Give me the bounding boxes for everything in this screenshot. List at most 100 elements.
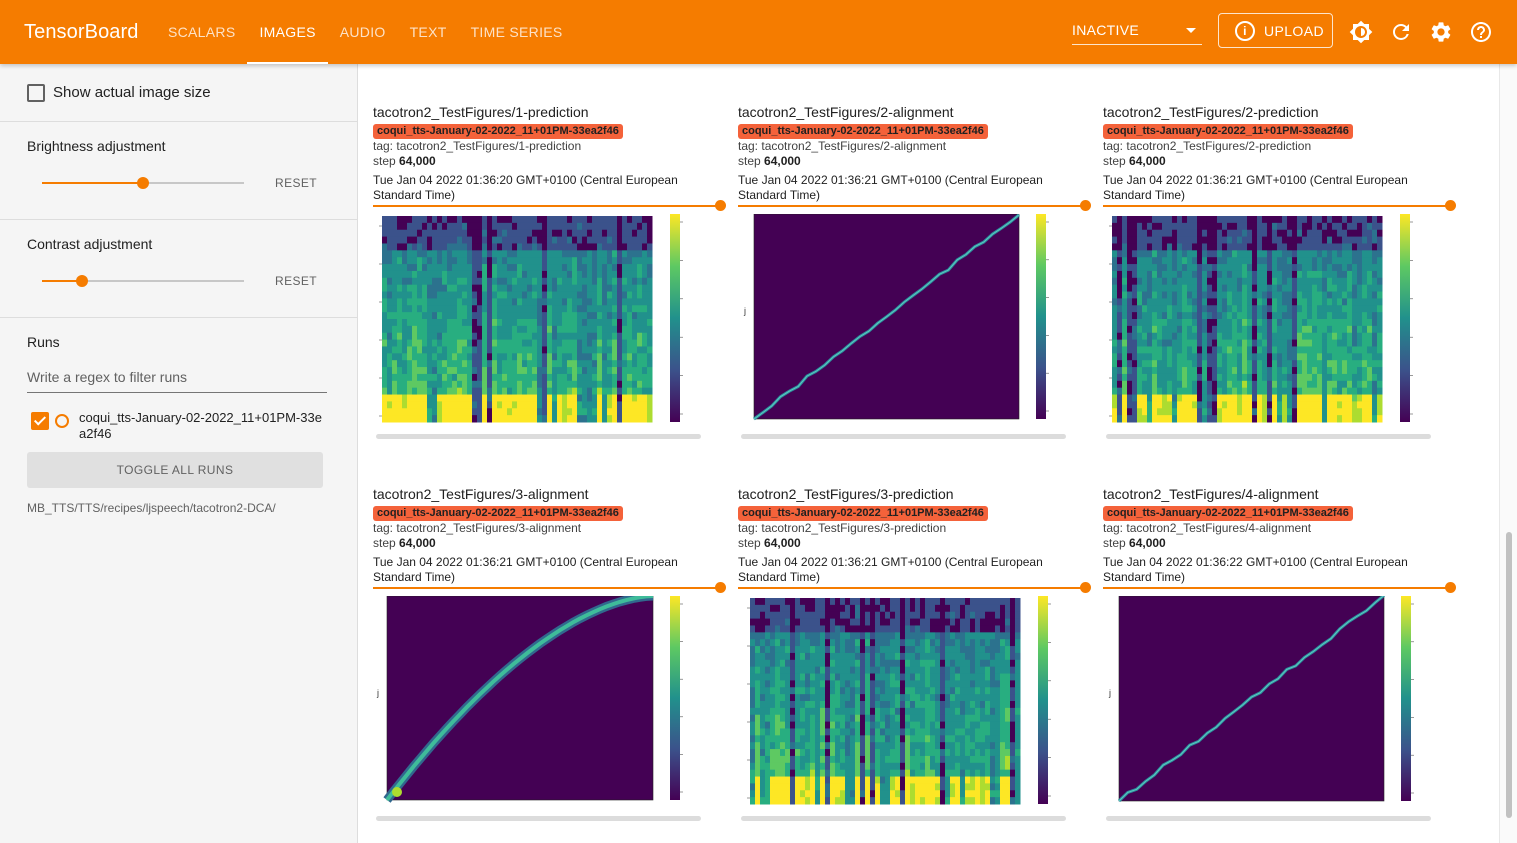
- show-actual-size-checkbox[interactable]: [27, 83, 45, 102]
- figure-image: [1109, 214, 1413, 423]
- brightness-slider-fill: [42, 182, 143, 184]
- runs-filter-input[interactable]: Write a regex to filter runs: [27, 367, 327, 393]
- main-scrollbar-thumb[interactable]: [1506, 532, 1512, 818]
- settings-icon[interactable]: [1429, 20, 1453, 44]
- brightness-slider[interactable]: [42, 177, 244, 189]
- card-timestamp: Tue Jan 04 2022 01:36:20 GMT+0100 (Centr…: [373, 173, 678, 202]
- step-value: 64,000: [399, 154, 436, 168]
- step-value: 64,000: [764, 154, 801, 168]
- card-timestamp: Tue Jan 04 2022 01:36:21 GMT+0100 (Centr…: [373, 555, 678, 584]
- card-title: tacotron2_TestFigures/2-prediction: [1103, 104, 1319, 120]
- brightness-icon[interactable]: [1349, 20, 1373, 44]
- step-slider[interactable]: [738, 200, 1091, 211]
- run-item[interactable]: coqui_tts-January-02-2022_11+01PM-33ea2f…: [27, 410, 330, 444]
- tag-value: tacotron2_TestFigures/4-alignment: [1126, 521, 1312, 535]
- run-color-swatch[interactable]: [55, 414, 69, 428]
- step-value: 64,000: [399, 536, 436, 550]
- tab-time-series[interactable]: TIME SERIES: [470, 24, 563, 40]
- figure-image: j: [376, 596, 683, 803]
- image-scrollbar[interactable]: [376, 816, 701, 821]
- step-slider[interactable]: [373, 200, 726, 211]
- tag-value: tacotron2_TestFigures/2-prediction: [1126, 139, 1312, 153]
- brightness-reset-button[interactable]: RESET: [275, 176, 318, 190]
- upload-button[interactable]: i UPLOAD: [1218, 13, 1333, 48]
- runs-title: Runs: [27, 334, 60, 350]
- contrast-slider[interactable]: [42, 275, 244, 287]
- card-tag: tag: tacotron2_TestFigures/2-alignment: [738, 139, 1090, 154]
- card-tag: tag: tacotron2_TestFigures/3-prediction: [738, 521, 1090, 536]
- card-title: tacotron2_TestFigures/2-alignment: [738, 104, 954, 120]
- tag-label: tag:: [738, 139, 759, 153]
- info-icon: i: [1235, 20, 1255, 41]
- step-slider[interactable]: [1103, 200, 1456, 211]
- step-label: step: [1103, 154, 1126, 168]
- tag-label: tag:: [738, 521, 759, 535]
- card-tag: tag: tacotron2_TestFigures/4-alignment: [1103, 521, 1455, 536]
- runs-section: Runs Write a regex to filter runs coqui_…: [0, 318, 357, 515]
- card-title: tacotron2_TestFigures/3-prediction: [738, 486, 954, 502]
- step-slider-thumb[interactable]: [715, 582, 726, 593]
- card-step: step 64,000: [738, 154, 1090, 169]
- tag-value: tacotron2_TestFigures/2-alignment: [761, 139, 947, 153]
- brightness-section: Brightness adjustment RESET: [0, 122, 357, 220]
- contrast-slider-thumb[interactable]: [76, 275, 89, 287]
- svg-text:j: j: [743, 306, 746, 316]
- tab-scalars[interactable]: SCALARS: [168, 24, 236, 40]
- inactive-plugins-select[interactable]: INACTIVE: [1072, 18, 1202, 45]
- card-tag: tag: tacotron2_TestFigures/1-prediction: [373, 139, 725, 154]
- step-slider-thumb[interactable]: [1080, 200, 1091, 211]
- image-grid: tacotron2_TestFigures/1-prediction coqui_…: [359, 64, 1499, 843]
- step-label: step: [1103, 536, 1126, 550]
- run-checkbox[interactable]: [31, 412, 49, 430]
- card-timestamp: Tue Jan 04 2022 01:36:22 GMT+0100 (Centr…: [1103, 555, 1408, 584]
- image-scrollbar[interactable]: [376, 434, 701, 439]
- app-title: TensorBoard: [24, 20, 139, 43]
- image-card: tacotron2_TestFigures/4-alignment coqui_t…: [1103, 486, 1456, 843]
- contrast-reset-button[interactable]: RESET: [275, 274, 318, 288]
- step-label: step: [738, 536, 761, 550]
- show-actual-size-row[interactable]: Show actual image size: [0, 64, 357, 122]
- step-slider-thumb[interactable]: [1445, 200, 1456, 211]
- help-icon[interactable]: [1469, 20, 1493, 44]
- refresh-icon[interactable]: [1389, 20, 1413, 44]
- svg-text:j: j: [376, 688, 379, 698]
- step-label: step: [738, 154, 761, 168]
- step-label: step: [373, 154, 396, 168]
- card-timestamp: Tue Jan 04 2022 01:36:21 GMT+0100 (Centr…: [738, 173, 1043, 202]
- step-slider[interactable]: [1103, 582, 1456, 593]
- contrast-section: Contrast adjustment RESET: [0, 220, 357, 318]
- run-chip: coqui_tts-January-02-2022_11+01PM-33ea2f…: [1103, 124, 1353, 139]
- card-title: tacotron2_TestFigures/1-prediction: [373, 104, 589, 120]
- step-slider-thumb[interactable]: [715, 200, 726, 211]
- image-card: tacotron2_TestFigures/2-prediction coqui_…: [1103, 104, 1456, 474]
- chevron-down-icon: [1186, 28, 1196, 33]
- image-scrollbar[interactable]: [1106, 434, 1431, 439]
- tab-text[interactable]: TEXT: [409, 24, 447, 40]
- figure-image: [747, 596, 1051, 805]
- figure-image: [379, 214, 683, 423]
- image-scrollbar[interactable]: [741, 434, 1066, 439]
- run-chip: coqui_tts-January-02-2022_11+01PM-33ea2f…: [373, 124, 623, 139]
- tag-value: tacotron2_TestFigures/3-prediction: [761, 521, 947, 535]
- image-scrollbar[interactable]: [741, 816, 1066, 821]
- plugin-tabs: SCALARS IMAGES AUDIO TEXT TIME SERIES: [156, 0, 575, 64]
- step-value: 64,000: [764, 536, 801, 550]
- card-title: tacotron2_TestFigures/3-alignment: [373, 486, 589, 502]
- tag-value: tacotron2_TestFigures/1-prediction: [396, 139, 582, 153]
- tag-label: tag:: [373, 139, 394, 153]
- tag-label: tag:: [1103, 139, 1124, 153]
- card-step: step 64,000: [1103, 536, 1455, 551]
- logdir-path: MB_TTS/TTS/recipes/ljspeech/tacotron2-DC…: [27, 501, 276, 515]
- step-slider[interactable]: [738, 582, 1091, 593]
- tab-audio[interactable]: AUDIO: [339, 24, 386, 40]
- figure-image: j: [743, 214, 1049, 421]
- main-scrollbar[interactable]: [1499, 64, 1517, 843]
- step-slider-thumb[interactable]: [1445, 582, 1456, 593]
- step-slider-thumb[interactable]: [1080, 582, 1091, 593]
- image-scrollbar[interactable]: [1106, 816, 1431, 821]
- brightness-slider-thumb[interactable]: [137, 177, 149, 189]
- toggle-all-runs-button[interactable]: TOGGLE ALL RUNS: [27, 452, 323, 488]
- tab-images[interactable]: IMAGES: [247, 0, 329, 64]
- image-card: tacotron2_TestFigures/3-prediction coqui_…: [738, 486, 1091, 843]
- step-slider[interactable]: [373, 582, 726, 593]
